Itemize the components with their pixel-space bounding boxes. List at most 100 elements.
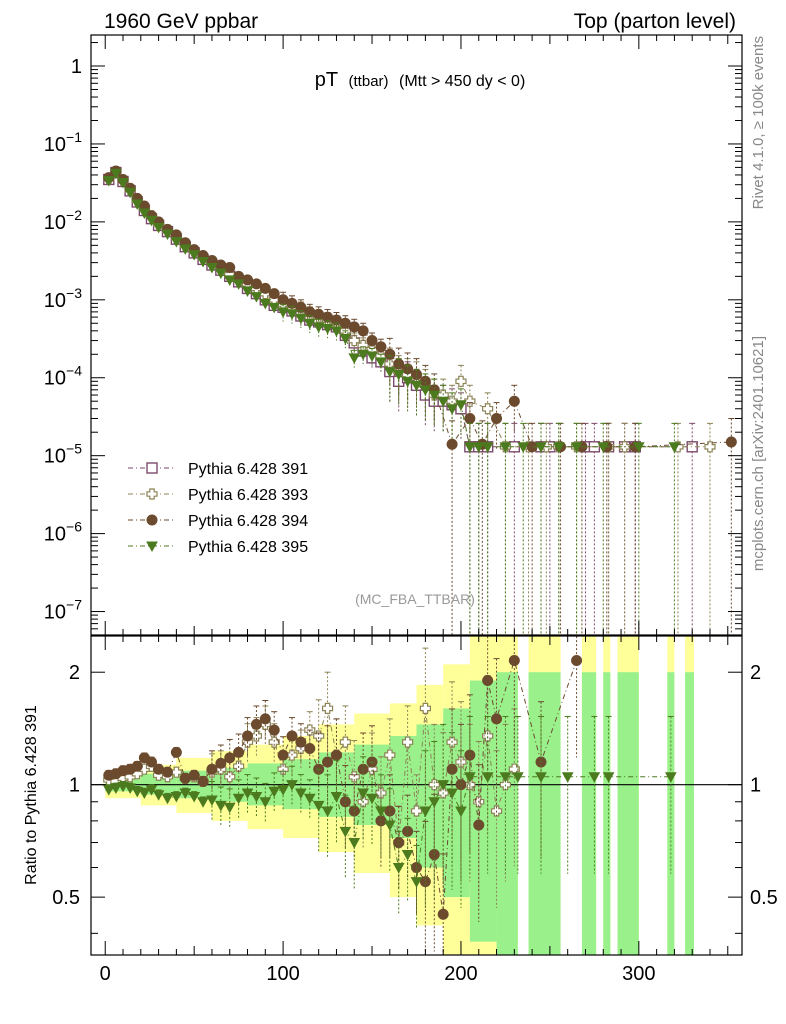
tick-exponent: −7 xyxy=(66,597,82,613)
ratio-data-point xyxy=(313,730,325,742)
ratio-band-green xyxy=(603,672,611,955)
main-data-point xyxy=(110,168,122,180)
ratio-data-point xyxy=(428,779,440,791)
main-data-point xyxy=(552,442,565,453)
title-small: (ttbar) xyxy=(349,73,389,90)
main-data-point xyxy=(348,321,360,333)
main-data-point xyxy=(161,229,174,240)
ratio-data-point xyxy=(384,749,396,761)
main-y-tick-label: 10−6 xyxy=(44,519,82,546)
ratio-data-point xyxy=(242,730,254,742)
ratio-data-point xyxy=(224,752,236,764)
ratio-data-point xyxy=(482,675,494,687)
ratio-data-point xyxy=(241,788,254,800)
ratio-data-point xyxy=(482,730,494,742)
ratio-data-point xyxy=(145,785,158,796)
ratio-series-group xyxy=(102,636,677,955)
ratio-data-point xyxy=(250,791,263,803)
legend-marker xyxy=(146,541,158,553)
ratio-data-point xyxy=(206,795,218,806)
main-data-point xyxy=(277,307,289,318)
ratio-data-point xyxy=(206,763,218,775)
main-data-point xyxy=(668,442,681,453)
main-title: pT (ttbar) (Mtt > 450 dy < 0) xyxy=(315,69,526,91)
ratio-data-point xyxy=(321,806,334,818)
ratio-data-point xyxy=(161,793,174,805)
ratio-data-point xyxy=(357,788,369,800)
main-data-point xyxy=(348,353,361,364)
main-data-point xyxy=(446,404,458,415)
ratio-data-point xyxy=(437,780,450,791)
main-data-point xyxy=(145,215,158,227)
tick-exponent: −5 xyxy=(66,441,82,457)
legend-entry: Pythia 6.428 395 xyxy=(128,539,308,556)
ratio-data-point xyxy=(348,838,361,849)
ratio-data-point xyxy=(339,796,351,808)
main-data-point xyxy=(535,442,547,453)
main-data-point xyxy=(223,275,236,286)
main-data-point xyxy=(446,438,458,450)
main-data-point xyxy=(102,175,115,187)
ratio-panel-frame xyxy=(90,635,743,956)
ratio-data-point xyxy=(215,757,227,769)
tick-base: 10 xyxy=(44,524,66,546)
tick-base: 10 xyxy=(44,368,66,390)
main-panel: 110−110−210−310−410−510−610−7 pT (ttbar)… xyxy=(44,34,743,636)
ratio-data-point xyxy=(561,772,574,783)
ratio-data-point xyxy=(259,713,271,725)
ratio-x-tick-label: 0 xyxy=(100,963,111,985)
main-data-point xyxy=(375,357,387,368)
ratio-data-point xyxy=(446,788,458,800)
main-data-point xyxy=(704,441,716,453)
legend-entry: Pythia 6.428 393 xyxy=(128,487,308,504)
ratio-data-point xyxy=(295,788,307,800)
legend-label: Pythia 6.428 394 xyxy=(188,513,308,530)
main-series-group xyxy=(102,165,737,635)
ratio-y-tick-label: 1 xyxy=(69,775,80,797)
main-data-point xyxy=(472,442,485,453)
legend-label: Pythia 6.428 393 xyxy=(188,487,308,504)
tick-base: 10 xyxy=(44,134,66,156)
main-data-point xyxy=(232,279,245,290)
ratio-data-point xyxy=(214,800,227,812)
main-data-point xyxy=(131,199,144,210)
main-data-point xyxy=(152,222,165,234)
ratio-series-3 xyxy=(102,715,677,929)
tick-base: 10 xyxy=(44,446,66,468)
ratio-data-point xyxy=(188,791,201,803)
main-data-point xyxy=(321,323,334,335)
main-data-point xyxy=(124,187,136,199)
legend-label: Pythia 6.428 391 xyxy=(188,461,308,478)
main-data-point xyxy=(179,244,192,255)
tick-exponent: −1 xyxy=(66,129,82,145)
ratio-y-tick-label-right: 1 xyxy=(750,775,761,797)
tick-exponent: −2 xyxy=(66,207,82,223)
ratio-y-tick-label: 0.5 xyxy=(52,887,80,909)
main-y-tick-label: 10−5 xyxy=(44,441,82,468)
main-data-point xyxy=(597,442,610,453)
main-y-tick-label: 1 xyxy=(71,56,82,78)
ratio-data-point xyxy=(232,793,245,805)
ratio-data-point xyxy=(179,788,192,800)
legend-label: Pythia 6.428 395 xyxy=(188,539,308,556)
ratio-data-point xyxy=(499,772,512,783)
ratio-data-point xyxy=(419,702,431,715)
ratio-ylabel: Ratio to Pythia 6.428 391 xyxy=(23,705,40,885)
ratio-data-point xyxy=(268,724,280,736)
ratio-data-point xyxy=(428,797,441,808)
ratio-data-point xyxy=(303,793,316,805)
ratio-data-point xyxy=(455,806,467,818)
ratio-data-point xyxy=(170,791,183,803)
ratio-data-point xyxy=(259,797,272,808)
ratio-band-green xyxy=(528,672,561,955)
ratio-data-point xyxy=(393,837,405,849)
tick-exponent: −6 xyxy=(66,519,82,535)
main-data-point xyxy=(570,442,583,453)
ratio-data-point xyxy=(197,797,209,808)
main-data-point xyxy=(481,442,494,453)
main-data-point xyxy=(357,349,369,361)
ratio-data-point xyxy=(152,790,165,801)
main-data-point xyxy=(339,333,352,345)
tick-base: 10 xyxy=(44,602,66,624)
main-data-point xyxy=(206,262,218,274)
